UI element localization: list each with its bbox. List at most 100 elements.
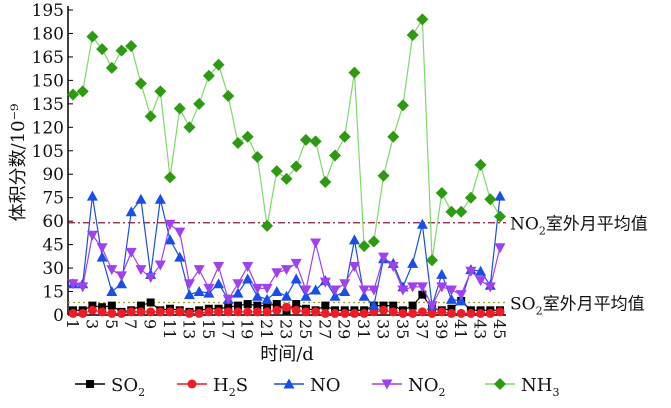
- reference-line-label: SO2室外月平均值: [510, 294, 645, 317]
- data-point-no: [116, 278, 128, 289]
- data-point-no2: [397, 285, 409, 296]
- data-point-h2s: [359, 308, 369, 318]
- x-tick-label: 9: [141, 319, 160, 329]
- data-point-h2s: [107, 308, 117, 318]
- data-point-so2: [107, 301, 116, 310]
- data-point-no2: [116, 271, 128, 282]
- x-tick-label: 37: [412, 319, 431, 339]
- data-point-nh3: [280, 172, 293, 185]
- data-point-no2: [213, 262, 225, 273]
- data-point-nh3: [193, 97, 206, 110]
- legend-marker: [187, 379, 197, 389]
- data-point-h2s: [126, 307, 136, 317]
- x-tick-label: 43: [471, 319, 490, 339]
- data-point-nh3: [426, 254, 439, 267]
- data-point-no2: [193, 265, 205, 276]
- x-tick-label: 29: [335, 319, 354, 339]
- data-point-no2: [145, 272, 157, 283]
- x-tick-label: 33: [374, 319, 393, 339]
- data-point-h2s: [379, 305, 389, 315]
- x-tick-label: 39: [432, 319, 451, 339]
- data-point-no: [358, 290, 370, 301]
- legend-item-no: NO: [274, 375, 341, 396]
- series-line-nh3: [72, 17, 501, 261]
- y-tick-label: 15: [42, 283, 64, 303]
- data-point-so2: [146, 298, 155, 307]
- data-point-h2s: [214, 307, 224, 317]
- data-point-no: [251, 290, 263, 301]
- data-point-no2: [465, 266, 477, 277]
- data-point-h2s: [155, 307, 165, 317]
- data-point-no: [281, 290, 292, 301]
- data-point-no2: [348, 262, 360, 273]
- data-point-h2s: [194, 308, 204, 318]
- data-point-no: [436, 268, 448, 279]
- x-tick-label: 21: [257, 319, 276, 339]
- data-point-h2s: [175, 307, 185, 317]
- data-point-no2: [67, 279, 79, 290]
- y-tick-label: 90: [42, 165, 64, 185]
- data-point-no: [261, 293, 273, 304]
- data-point-so2: [379, 301, 388, 310]
- data-point-no2: [387, 262, 399, 273]
- data-point-h2s: [495, 307, 505, 317]
- data-point-nh3: [241, 130, 254, 143]
- y-tick-label: 75: [42, 189, 64, 209]
- data-point-h2s: [466, 308, 476, 318]
- y-tick-label: 0: [53, 306, 64, 326]
- data-point-no: [86, 190, 98, 201]
- data-point-h2s: [320, 308, 330, 318]
- data-point-h2s: [485, 308, 495, 318]
- data-point-so2: [389, 301, 398, 310]
- data-point-nh3: [309, 135, 322, 148]
- data-point-no2: [183, 279, 195, 290]
- legend-item-h2s: H2S: [177, 375, 248, 399]
- data-point-nh3: [222, 90, 235, 103]
- data-point-nh3: [358, 240, 371, 253]
- legend-item-no2: NO2: [372, 375, 446, 399]
- data-point-no2: [135, 265, 147, 276]
- data-point-no2: [222, 294, 234, 305]
- data-point-no: [368, 300, 380, 311]
- data-point-nh3: [290, 160, 303, 173]
- data-point-nh3: [319, 176, 332, 189]
- x-axis-label: 时间/d: [260, 344, 314, 365]
- data-point-nh3: [67, 88, 79, 101]
- data-point-no2: [329, 285, 341, 296]
- data-point-no2: [426, 301, 438, 312]
- data-point-no: [154, 193, 166, 204]
- data-point-no2: [232, 279, 244, 290]
- data-point-no2: [310, 238, 322, 249]
- y-tick-label: 195: [32, 1, 64, 21]
- data-point-no2: [290, 258, 302, 269]
- x-tick-label: 35: [393, 319, 412, 339]
- x-tick-label: 15: [199, 319, 218, 339]
- data-point-so2: [224, 303, 233, 312]
- data-point-no: [310, 284, 322, 295]
- data-point-no: [494, 190, 506, 201]
- reference-line-label: NO2室外月平均值: [510, 215, 648, 238]
- data-point-h2s: [204, 307, 214, 317]
- data-point-no2: [445, 285, 457, 296]
- data-point-so2: [233, 301, 242, 310]
- data-point-no2: [164, 219, 176, 230]
- data-point-nh3: [261, 219, 274, 232]
- data-point-so2: [272, 300, 281, 309]
- data-point-no2: [86, 230, 98, 241]
- data-point-no: [329, 290, 341, 301]
- data-point-no: [455, 295, 467, 306]
- data-point-no2: [203, 283, 215, 294]
- data-point-nh3: [377, 169, 390, 182]
- x-tick-label: 7: [121, 319, 140, 329]
- data-point-nh3: [270, 165, 283, 178]
- data-point-no: [183, 289, 195, 300]
- data-point-nh3: [445, 205, 458, 218]
- data-point-no: [106, 286, 118, 297]
- data-point-no: [242, 273, 254, 284]
- data-point-h2s: [417, 307, 427, 317]
- data-point-nh3: [474, 158, 487, 171]
- data-point-no2: [368, 285, 380, 296]
- data-point-nh3: [367, 235, 380, 248]
- data-point-so2: [418, 290, 427, 299]
